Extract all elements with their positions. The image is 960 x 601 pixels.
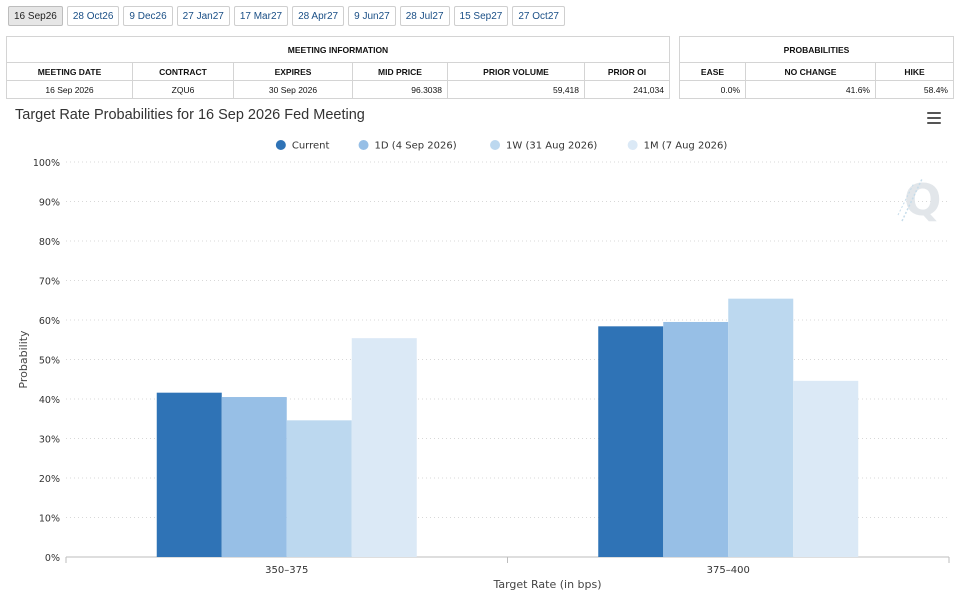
meeting-tab-2[interactable]: 9 Dec26 bbox=[123, 6, 173, 26]
meeting-information-table: MEETING INFORMATION MEETING DATE CONTRAC… bbox=[6, 36, 670, 99]
probabilities-table: PROBABILITIES EASE NO CHANGE HIKE 0.0% 4… bbox=[679, 36, 954, 99]
legend-label: 1D (4 Sep 2026) bbox=[375, 141, 457, 152]
header-hike: HIKE bbox=[875, 62, 954, 81]
bar bbox=[728, 298, 794, 557]
meeting-tab-6[interactable]: 9 Jun27 bbox=[348, 6, 396, 26]
cell-ease: 0.0% bbox=[679, 80, 746, 99]
cell-no-change: 41.6% bbox=[745, 80, 876, 99]
header-contract: CONTRACT bbox=[132, 62, 234, 81]
y-tick-label: 100% bbox=[33, 158, 60, 169]
probabilities-caption: PROBABILITIES bbox=[679, 36, 954, 63]
y-tick-label: 80% bbox=[39, 237, 60, 248]
y-tick-label: 30% bbox=[39, 435, 60, 446]
meeting-tab-3[interactable]: 27 Jan27 bbox=[176, 6, 230, 26]
cell-expires: 30 Sep 2026 bbox=[233, 80, 353, 99]
bar-chart: 0% 10% 20% 30% 40% 50% 60% 70% 80% 90% 100% 350–375… bbox=[17, 140, 950, 591]
legend-marker bbox=[490, 140, 501, 150]
cell-mid-price: 96.3038 bbox=[352, 80, 448, 99]
y-tick-label: 0% bbox=[45, 553, 60, 564]
y-tick-label: 60% bbox=[39, 316, 60, 327]
header-meeting-date: MEETING DATE bbox=[6, 62, 133, 81]
bar bbox=[598, 326, 664, 557]
meeting-tab-7[interactable]: 28 Jul27 bbox=[399, 6, 450, 26]
header-no-change: NO CHANGE bbox=[745, 62, 876, 81]
bar bbox=[663, 321, 729, 557]
meeting-tab-1[interactable]: 28 Oct26 bbox=[66, 6, 120, 26]
bar bbox=[351, 338, 417, 557]
legend-marker bbox=[358, 140, 369, 150]
chart-title: Target Rate Probabilities for 16 Sep 202… bbox=[15, 107, 365, 123]
x-tick-label: 375–400 bbox=[707, 565, 750, 576]
bar bbox=[793, 380, 859, 557]
header-prior-volume: PRIOR VOLUME bbox=[447, 62, 585, 81]
svg-text:Q: Q bbox=[904, 175, 941, 226]
x-axis-title: Target Rate (in bps) bbox=[492, 578, 601, 591]
q-logo-icon: Q bbox=[897, 175, 941, 226]
y-tick-label: 20% bbox=[39, 474, 60, 485]
meeting-tab-9[interactable]: 27 Oct27 bbox=[512, 6, 565, 26]
x-tick-label: 350–375 bbox=[265, 565, 308, 576]
header-ease: EASE bbox=[679, 62, 746, 81]
cell-prior-volume: 59,418 bbox=[447, 80, 585, 99]
legend-label: 1M (7 Aug 2026) bbox=[644, 141, 728, 152]
chart-panel: Target Rate Probabilities for 16 Sep 202… bbox=[6, 101, 954, 596]
legend-label: Current bbox=[292, 141, 330, 152]
y-tick-label: 40% bbox=[39, 395, 60, 406]
legend-marker bbox=[275, 140, 286, 150]
meeting-information-caption: MEETING INFORMATION bbox=[6, 36, 670, 63]
meeting-tab-5[interactable]: 28 Apr27 bbox=[292, 6, 345, 26]
meeting-tab-4[interactable]: 17 Mar27 bbox=[233, 6, 289, 26]
header-mid-price: MID PRICE bbox=[352, 62, 448, 81]
header-prior-oi: PRIOR OI bbox=[584, 62, 670, 81]
y-tick-label: 70% bbox=[39, 277, 60, 288]
cell-prior-oi: 241,034 bbox=[584, 80, 670, 99]
meeting-date-tabs: 16 Sep26 28 Oct26 9 Dec26 27 Jan27 17 Mar27 2… bbox=[8, 6, 565, 26]
y-tick-label: 90% bbox=[39, 198, 60, 209]
bar bbox=[221, 397, 287, 557]
y-tick-label: 10% bbox=[39, 514, 60, 525]
meeting-tab-0[interactable]: 16 Sep26 bbox=[8, 6, 63, 26]
hamburger-menu-icon[interactable] bbox=[927, 112, 941, 124]
cell-meeting-date: 16 Sep 2026 bbox=[6, 80, 133, 99]
cell-contract: ZQU6 bbox=[132, 80, 234, 99]
legend-label: 1W (31 Aug 2026) bbox=[506, 141, 597, 152]
bar bbox=[156, 392, 222, 557]
cell-hike: 58.4% bbox=[875, 80, 954, 99]
legend-marker bbox=[627, 140, 638, 150]
meeting-tab-8[interactable]: 15 Sep27 bbox=[453, 6, 509, 26]
y-axis-title: Probability bbox=[17, 330, 30, 389]
y-tick-label: 50% bbox=[39, 356, 60, 367]
bar bbox=[286, 420, 352, 557]
header-expires: EXPIRES bbox=[233, 62, 353, 81]
